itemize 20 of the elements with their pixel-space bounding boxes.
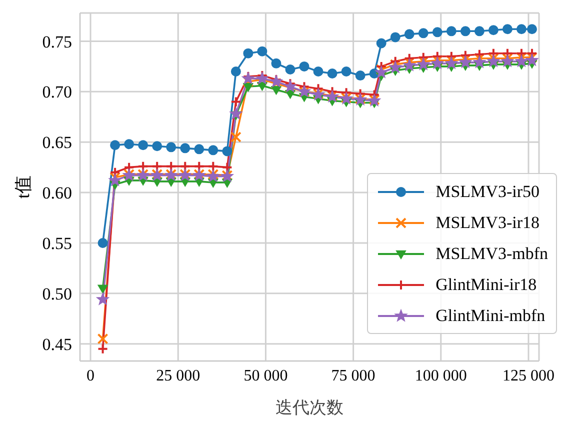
y-tick-label: 0.60 — [42, 184, 72, 203]
legend-label: MSLMV3-ir50 — [436, 182, 540, 202]
x-tick-label: 100 000 — [414, 367, 467, 384]
y-tick-label: 0.70 — [42, 82, 72, 102]
x-axis-title: 迭代次数 — [276, 398, 344, 417]
y-tick-label: 0.55 — [42, 234, 72, 254]
y-tick-label: 0.65 — [42, 133, 72, 152]
y-tick-label: 0.75 — [42, 32, 72, 52]
y-axis-title: t值 — [13, 175, 33, 199]
x-tick-label: 25 000 — [156, 367, 200, 384]
legend-label: MSLMV3-mbfn — [436, 244, 548, 264]
legend-label: GlintMini-mbfn — [436, 306, 546, 326]
legend-label: MSLMV3-ir18 — [436, 212, 540, 232]
x-tick-label: 50 000 — [244, 367, 288, 384]
x-tick-label: 125 000 — [502, 367, 554, 384]
legend-label: GlintMini-ir18 — [436, 274, 537, 294]
y-tick-label: 0.45 — [42, 334, 72, 354]
x-tick-label: 0 — [86, 367, 95, 384]
y-tick-label: 0.50 — [42, 284, 72, 304]
x-tick-label: 75 000 — [331, 367, 376, 384]
